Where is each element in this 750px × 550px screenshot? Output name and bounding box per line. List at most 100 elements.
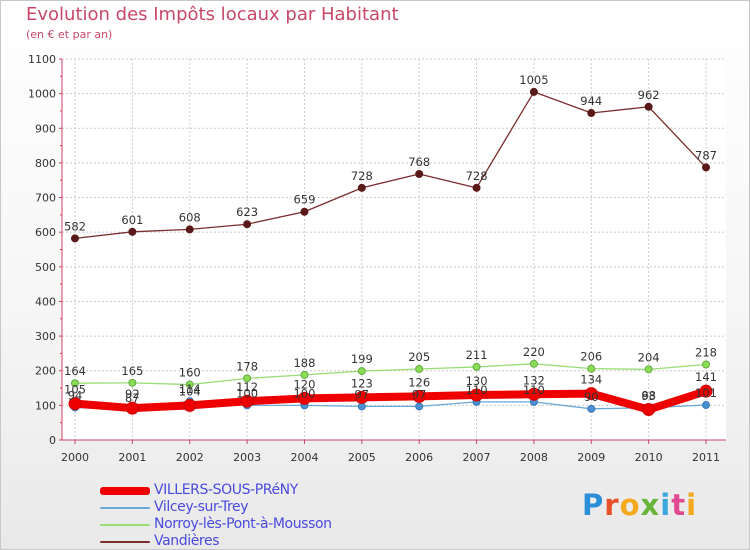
- data-label-villers: 141: [695, 370, 717, 384]
- data-label-vandieres: 601: [121, 213, 143, 227]
- data-label-vilcey: 100: [236, 386, 258, 400]
- data-label-norroy: 204: [638, 350, 660, 364]
- legend-label: VILLERS-SOUS-PRéNY: [154, 482, 298, 498]
- data-label-norroy: 178: [236, 359, 258, 373]
- data-label-vilcey: 110: [523, 383, 545, 397]
- data-label-norroy: 188: [293, 356, 315, 370]
- x-tick-label: 2002: [176, 451, 204, 464]
- data-label-norroy: 220: [523, 345, 545, 359]
- data-point-norroy: [644, 365, 653, 374]
- data-label-vandieres: 728: [466, 169, 488, 183]
- proxiti-logo: Proxiti: [582, 488, 698, 522]
- data-label-vilcey: 110: [466, 383, 488, 397]
- data-label-villers: 104: [179, 384, 201, 398]
- y-tick-label: 500: [35, 261, 56, 274]
- legend-swatch-vandieres: [100, 541, 150, 543]
- data-label-vilcey: 97: [412, 387, 427, 401]
- data-label-vandieres: 787: [695, 148, 717, 162]
- data-label-vilcey: 93: [641, 389, 656, 403]
- data-point-norroy: [529, 359, 538, 368]
- x-tick-label: 2007: [463, 451, 491, 464]
- data-label-vilcey: 114: [179, 382, 201, 396]
- series-line-villers: [71, 387, 710, 414]
- data-point-villers: [183, 398, 197, 412]
- data-label-norroy: 218: [695, 345, 717, 359]
- data-label-villers: 105: [64, 383, 86, 397]
- x-tick-label: 2009: [577, 451, 605, 464]
- chart-subtitle: (en € et par an): [26, 28, 113, 41]
- data-label-villers: 120: [293, 377, 315, 391]
- data-label-vandieres: 944: [580, 94, 602, 108]
- data-point-villers: [68, 397, 82, 411]
- y-tick-label: 900: [35, 122, 56, 135]
- data-point-vandieres: [300, 207, 309, 216]
- x-tick-label: 2000: [61, 451, 89, 464]
- legend-swatch-vilcey: [100, 507, 150, 509]
- data-point-vandieres: [644, 102, 653, 111]
- data-point-villers: [699, 384, 713, 398]
- y-tick-label: 300: [35, 330, 56, 343]
- x-tick-label: 2006: [405, 451, 433, 464]
- data-point-vandieres: [243, 220, 252, 229]
- data-label-vandieres: 768: [408, 155, 430, 169]
- x-tick-label: 2010: [635, 451, 663, 464]
- data-label-vandieres: 728: [351, 169, 373, 183]
- data-label-vandieres: 608: [179, 210, 201, 224]
- data-label-vilcey: 87: [125, 391, 140, 405]
- data-point-vandieres: [472, 183, 481, 192]
- x-tick-label: 2004: [290, 451, 318, 464]
- data-label-norroy: 211: [466, 348, 488, 362]
- legend-label: Norroy-lès-Pont-à-Mousson: [154, 516, 332, 532]
- data-label-norroy: 165: [121, 364, 143, 378]
- data-label-villers: 130: [466, 374, 488, 388]
- legend-swatch-norroy: [100, 524, 150, 526]
- data-point-villers: [240, 394, 254, 408]
- data-label-norroy: 160: [179, 366, 201, 380]
- data-point-vilcey: [357, 402, 366, 411]
- data-label-norroy: 164: [64, 364, 86, 378]
- data-point-norroy: [415, 364, 424, 373]
- data-point-vandieres: [185, 225, 194, 234]
- data-point-vandieres: [71, 234, 79, 243]
- y-tick-label: 100: [35, 399, 56, 412]
- data-point-vandieres: [529, 87, 538, 96]
- series-line-vandieres: [74, 91, 707, 240]
- plot-area: [62, 59, 726, 440]
- data-point-villers: [297, 391, 311, 405]
- x-tick-label: 2005: [348, 451, 376, 464]
- data-point-vandieres: [415, 169, 424, 178]
- legend-label: Vilcey-sur-Trey: [154, 499, 249, 515]
- data-label-vandieres: 1005: [519, 73, 548, 87]
- data-label-villers: 112: [236, 380, 258, 394]
- data-label-villers: 123: [351, 376, 373, 390]
- data-point-norroy: [702, 360, 710, 369]
- data-label-villers: 126: [408, 375, 430, 389]
- data-point-vilcey: [702, 401, 710, 410]
- y-tick-label: 1000: [28, 88, 56, 101]
- legend-swatch-villers: [100, 487, 150, 495]
- chart-title: Evolution des Impôts locaux par Habitant: [26, 4, 399, 25]
- data-point-norroy: [300, 370, 309, 379]
- data-label-villers: 132: [523, 373, 545, 387]
- y-tick-label: 0: [49, 434, 56, 447]
- y-tick-label: 200: [35, 365, 56, 378]
- data-point-villers: [642, 403, 656, 417]
- data-point-vandieres: [357, 183, 366, 192]
- data-point-villers: [355, 390, 369, 404]
- data-label-vandieres: 659: [293, 193, 315, 207]
- data-point-norroy: [357, 367, 366, 376]
- data-point-villers: [584, 387, 598, 401]
- legend-label: Vandières: [154, 533, 220, 549]
- y-tick-label: 800: [35, 157, 56, 170]
- data-point-norroy: [472, 362, 481, 371]
- data-label-vandieres: 962: [638, 88, 660, 102]
- y-tick-label: 400: [35, 295, 56, 308]
- data-label-norroy: 199: [351, 352, 373, 366]
- data-label-villers: 92: [125, 387, 140, 401]
- data-point-norroy: [71, 379, 79, 388]
- data-label-vilcey: 101: [695, 386, 717, 400]
- y-tick-label: 600: [35, 226, 56, 239]
- x-tick-label: 2003: [233, 451, 261, 464]
- data-label-vilcey: 100: [293, 386, 315, 400]
